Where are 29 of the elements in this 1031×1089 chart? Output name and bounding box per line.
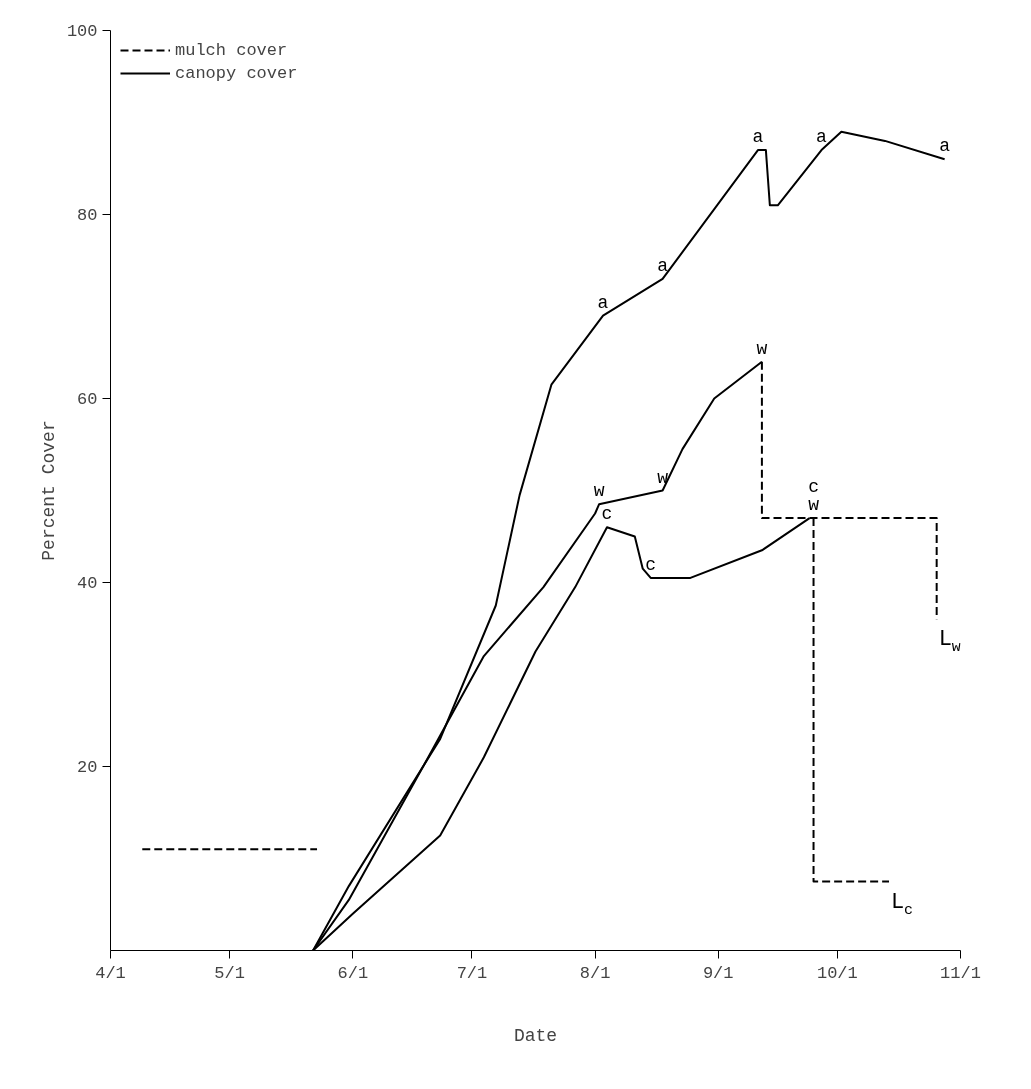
y-tick-label: 60 [77,390,98,409]
annotation: w [657,467,669,488]
y-tick-label: 80 [77,206,98,225]
annotation: a [657,255,669,276]
legend-label: mulch cover [175,40,288,60]
annotation: c [808,477,819,498]
annotation: a [816,127,828,148]
annotation: c [645,554,657,575]
y-axis-title: Percent Cover [38,420,59,561]
legend-label: canopy cover [175,63,298,83]
x-tick-label: 4/1 [95,963,126,983]
y-tick-label: 40 [77,574,98,593]
annotation: w [808,495,820,516]
y-tick-label: 100 [66,22,98,41]
annotation: w [756,338,768,359]
x-tick-label: 5/1 [214,963,245,983]
x-tick-label: 6/1 [337,963,369,983]
x-tick-label: 10/1 [816,963,858,983]
x-tick-label: 11/1 [940,963,981,983]
annotation: a [752,127,764,148]
annotation: c [601,504,613,525]
annotation: w [593,481,605,502]
x-axis-title: Date [513,1025,558,1046]
x-tick-label: 9/1 [702,963,734,983]
x-tick-label: 8/1 [579,963,611,983]
annotation: a [597,292,609,313]
y-tick-label: 20 [77,758,98,777]
annotation: a [939,136,951,157]
x-tick-label: 7/1 [456,963,488,983]
